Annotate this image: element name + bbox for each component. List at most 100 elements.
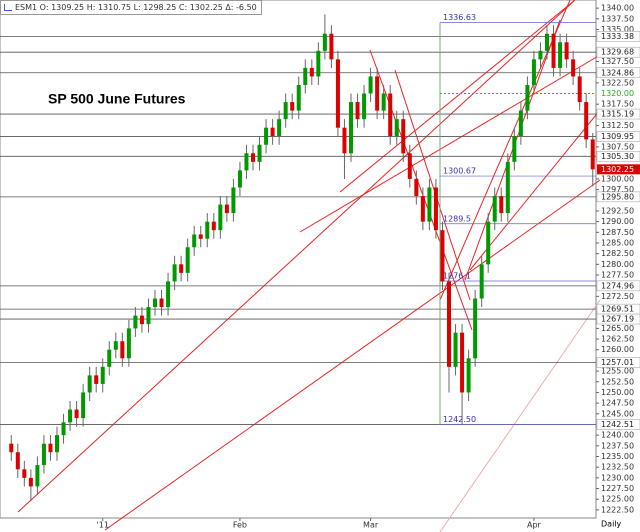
level-label: 1257.01 — [601, 358, 634, 367]
candle-body — [159, 298, 164, 308]
candle-body — [133, 315, 138, 329]
candle-body — [335, 59, 340, 128]
candle-body — [466, 358, 471, 393]
candle-body — [231, 187, 236, 214]
level-label: 1274.96 — [601, 281, 634, 290]
fib-label: 1289.5 — [443, 214, 471, 223]
grid — [0, 22, 596, 425]
candle-body — [512, 136, 517, 162]
candle-body — [22, 469, 27, 478]
candle-body — [146, 307, 151, 325]
candle-body — [224, 204, 229, 214]
candle-body — [48, 443, 53, 453]
candle-body — [571, 59, 576, 77]
current-price-box — [597, 164, 640, 175]
candle-body — [564, 42, 569, 60]
candle-body — [185, 247, 190, 273]
candle-body — [205, 221, 210, 239]
level-label-bg — [596, 108, 640, 120]
y-tick-label: 1255.00 — [601, 367, 634, 376]
y-tick-label: 1262.50 — [601, 335, 634, 344]
y-tick-label: 1335.00 — [601, 25, 634, 34]
candle-body — [303, 67, 308, 85]
level-label-bg — [596, 46, 640, 58]
plot-frame — [0, 0, 597, 519]
candle-body — [329, 33, 334, 60]
candle-body — [349, 102, 353, 154]
candle-body — [172, 264, 177, 282]
candle-body — [368, 76, 373, 94]
candle-body — [251, 153, 255, 162]
candle-body — [440, 230, 445, 282]
candle-body — [264, 127, 269, 145]
y-tick-label: 1230.00 — [601, 473, 634, 482]
candle-body — [558, 42, 563, 68]
chart-title: SP 500 June Futures — [48, 91, 186, 107]
candle-body — [453, 332, 458, 367]
candle-body — [166, 281, 171, 308]
y-tick-label: 1327.50 — [601, 57, 634, 66]
candle-body — [107, 349, 112, 367]
x-end-label: Daily — [601, 520, 622, 529]
candle-body — [531, 59, 536, 85]
candle-body — [211, 221, 216, 231]
level-label-bg — [596, 357, 640, 368]
fib-label: 1276.1 — [443, 271, 471, 280]
candle-body — [388, 93, 393, 137]
level-label: 1305.30 — [601, 152, 634, 161]
level-label: 1267.19 — [601, 315, 634, 324]
level-label-bg — [596, 191, 640, 203]
candle-body — [179, 264, 184, 273]
candle-body — [492, 196, 497, 222]
candle-body — [577, 76, 582, 103]
candle-body — [479, 264, 484, 299]
candle-body — [81, 392, 86, 419]
level-label-bg — [596, 313, 640, 325]
candle-body — [473, 298, 478, 359]
y-tick-label: 1300.00 — [601, 174, 634, 183]
level-label: 1324.86 — [601, 68, 634, 77]
candle-body — [41, 443, 46, 466]
candle-body — [61, 422, 66, 436]
y-tick-label: 1297.50 — [601, 185, 634, 194]
candle-body — [427, 187, 432, 222]
candle-body — [237, 170, 242, 188]
candle-body — [28, 477, 33, 487]
candle-body — [126, 328, 131, 359]
candle-body — [355, 102, 360, 120]
y-tick-label: 1225.00 — [601, 495, 634, 504]
candle-body — [420, 196, 425, 222]
y-tick-label: 1337.50 — [601, 14, 634, 23]
candle-body — [15, 452, 20, 470]
candle-body — [590, 139, 595, 170]
candle-body — [433, 187, 438, 231]
candle-body — [192, 234, 197, 248]
y-tick-label: 1245.00 — [601, 409, 634, 418]
level-label-bg — [596, 67, 640, 79]
fib-label: 1336.63 — [443, 13, 476, 22]
candle-body — [362, 93, 367, 120]
y-tick-label: 1280.00 — [601, 260, 634, 269]
y-tick-label: 1250.00 — [601, 388, 634, 397]
candle-body — [244, 153, 249, 171]
y-tick-label: 1247.50 — [601, 399, 634, 408]
level-label-bg — [596, 419, 640, 430]
y-tick-label: 1237.50 — [601, 441, 634, 450]
candle-body — [270, 127, 275, 137]
x-tick-label: Apr — [527, 521, 542, 530]
level-label: 1315.19 — [601, 110, 634, 119]
y-tick-label: 1222.50 — [601, 505, 634, 514]
candle-body — [153, 298, 157, 308]
y-tick-label: 1227.50 — [601, 484, 634, 493]
y-tick-label: 1260.00 — [601, 345, 634, 354]
y-tick-label: 1290.00 — [601, 217, 634, 226]
y-tick-label: 1307.50 — [601, 142, 634, 151]
candle-body — [120, 341, 125, 359]
y-tick-label: 1285.00 — [601, 238, 634, 247]
candle-body — [309, 67, 314, 77]
candle-body — [538, 50, 543, 60]
y-tick-label: 1252.50 — [601, 377, 634, 386]
candle-body — [584, 102, 589, 140]
